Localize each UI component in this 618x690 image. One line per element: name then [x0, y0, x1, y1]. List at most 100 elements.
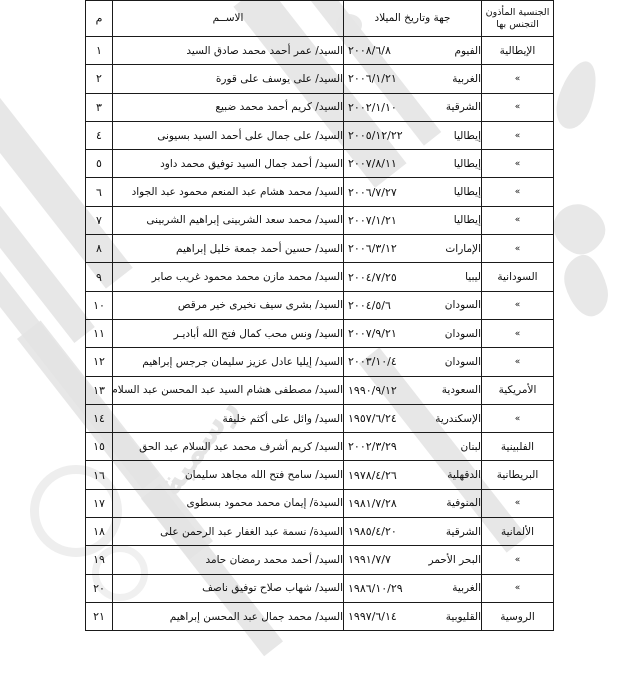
cell-name: السيد/ سامح فتح الله مجاهد سليمان — [112, 460, 344, 490]
cell-name: السيد/ محمد مازن محمد محمود غريب صابر — [112, 262, 344, 292]
birth-date: ٢٠٠٦/٣/١٢ — [348, 242, 397, 256]
birth-date: ٢٠٠٦/١/٢١ — [348, 72, 397, 86]
table-row: البريطانية الدقهلية ١٩٧٨/٤/٢٦ السيد/ سامح ف… — [85, 460, 554, 490]
table-row: الروسية القليوبية ١٩٩٧/٦/١٤ السيد/ محمد جما… — [85, 601, 554, 632]
birth-inner: إيطاليا ٢٠٠٦/٧/٢٧ — [344, 186, 481, 199]
birth-date: ٢٠٠٢/٣/٢٩ — [348, 440, 397, 454]
cell-birth: ليبيا ٢٠٠٤/٧/٢٥ — [343, 262, 482, 292]
cell-nationality: البريطانية — [481, 460, 554, 490]
cell-birth: الدقهلية ١٩٧٨/٤/٢٦ — [343, 460, 482, 490]
birth-place: لبنان — [460, 440, 481, 453]
birth-place: الدقهلية — [447, 469, 481, 482]
cell-name: السيد/ على يوسف على قورة — [112, 64, 344, 94]
birth-place: الشرقية — [445, 525, 481, 538]
table-header-row: الجنسية المأذون التجنس بها جهة وتاريخ ال… — [85, 0, 554, 37]
cell-number: ٥ — [85, 149, 113, 179]
birth-place: السودان — [444, 299, 481, 312]
cell-name: السيدة/ نسمة عبد الغفار عبد الرحمن على — [112, 517, 344, 547]
birth-place: إيطاليا — [453, 214, 481, 227]
cell-nationality: » — [481, 347, 554, 377]
birth-date: ١٩٩٠/٩/١٢ — [348, 383, 397, 397]
birth-place: السعودية — [441, 384, 481, 397]
table-row: الفلبينية لبنان ٢٠٠٢/٣/٢٩ السيد/ كريم أشرف … — [85, 432, 554, 462]
cell-name: السيد/ مصطفى هشام السيد عبد المحسن عبد ا… — [111, 375, 344, 405]
cell-birth: السعودية ١٩٩٠/٩/١٢ — [343, 375, 482, 405]
column-header-birth: جهة وتاريخ الميلاد — [343, 0, 482, 37]
birth-place: إيطاليا — [453, 186, 481, 199]
table-row: » السودان ٢٠٠٧/٩/٢١ السيد/ ونس محب كمال فتح… — [85, 318, 554, 349]
birth-date: ٢٠٠٥/١٢/٢٢ — [348, 129, 403, 143]
birth-place: إيطاليا — [453, 129, 481, 142]
column-header-nationality: الجنسية المأذون التجنس بها — [481, 0, 554, 37]
table-row: » الشرقية ٢٠٠٢/١/١٠ السيد/ كريم أحمد محمد ض… — [85, 92, 554, 122]
cell-name: السيد/ كريم أشرف محمد عبد السلام عبد الح… — [112, 432, 344, 462]
birth-place: الإمارات — [445, 242, 481, 255]
watermark-blob — [550, 56, 604, 134]
cell-name: السيد/ بشرى سيف نخيرى خير مرقص — [112, 290, 344, 320]
cell-name: السيد/ حسين أحمد جمعة خليل إبراهيم — [112, 234, 344, 264]
cell-nationality: » — [481, 545, 554, 575]
table-row: » السودان ٢٠٠٤/٥/٦ السيد/ بشرى سيف نخيرى خي… — [85, 290, 554, 320]
cell-number: ١٨ — [85, 517, 113, 547]
registry-table-container: الجنسية المأذون التجنس بها جهة وتاريخ ال… — [85, 0, 554, 632]
birth-inner: لبنان ٢٠٠٢/٣/٢٩ — [344, 440, 481, 453]
birth-inner: الإسكندرية ١٩٥٧/٦/٢٤ — [344, 412, 481, 425]
cell-birth: الإسكندرية ١٩٥٧/٦/٢٤ — [343, 403, 482, 434]
cell-number: ١ — [85, 35, 113, 66]
birth-inner: البحر الأحمر ١٩٩١/٧/٧ — [344, 553, 481, 566]
table-row: » الغربية ٢٠٠٦/١/٢١ السيد/ على يوسف على قور… — [85, 64, 554, 94]
birth-date: ١٩٩٧/٦/١٤ — [348, 610, 397, 624]
cell-birth: لبنان ٢٠٠٢/٣/٢٩ — [343, 432, 482, 462]
cell-birth: السودان ٢٠٠٤/٥/٦ — [343, 290, 482, 320]
cell-name: السيد/ وائل على أكثم خليفة — [112, 403, 344, 434]
cell-nationality: » — [481, 234, 554, 264]
cell-nationality: » — [481, 403, 554, 434]
cell-nationality: السودانية — [481, 262, 554, 292]
table-row: » إيطاليا ٢٠٠٦/٧/٢٧ السيد/ محمد هشام عبد ال… — [85, 177, 554, 207]
cell-nationality: » — [481, 573, 554, 603]
birth-inner: المنوفية ١٩٨١/٧/٢٨ — [344, 497, 481, 510]
watermark-text: مصر — [600, 41, 618, 142]
cell-name: السيد/ محمد هشام عبد المنعم محمود عبد ال… — [112, 177, 344, 207]
cell-birth: البحر الأحمر ١٩٩١/٧/٧ — [343, 545, 482, 575]
table-row: » البحر الأحمر ١٩٩١/٧/٧ السيد/ أحمد محمد رم… — [85, 545, 554, 575]
birth-date: ٢٠٠٨/٦/٨ — [348, 44, 391, 58]
birth-date: ٢٠٠٢/١/١٠ — [348, 100, 397, 114]
cell-birth: إيطاليا ٢٠٠٥/١٢/٢٢ — [343, 120, 482, 151]
birth-inner: إيطاليا ٢٠٠٥/١٢/٢٢ — [344, 129, 481, 142]
birth-place: المنوفية — [446, 497, 481, 510]
cell-number: ٤ — [85, 120, 113, 151]
birth-date: ١٩٨١/٧/٢٨ — [348, 496, 397, 510]
cell-birth: الإمارات ٢٠٠٦/٣/١٢ — [343, 234, 482, 264]
birth-inner: السودان ٢٠٠٤/٥/٦ — [344, 299, 481, 312]
birth-date: ٢٠٠٣/١٠/٤ — [348, 355, 397, 369]
cell-name: السيد/ محمد سعد الشربينى إبراهيم الشربين… — [112, 205, 344, 236]
cell-nationality: الأمريكية — [481, 375, 554, 405]
registry-table: الجنسية المأذون التجنس بها جهة وتاريخ ال… — [85, 0, 554, 632]
table-row: » إيطاليا ٢٠٠٧/٨/١١ السيد/ أحمد جمال السيد … — [85, 149, 554, 179]
table-row: » الإمارات ٢٠٠٦/٣/١٢ السيد/ حسين أحمد جمعة … — [85, 234, 554, 264]
birth-inner: الدقهلية ١٩٧٨/٤/٢٦ — [344, 469, 481, 482]
table-row: » إيطاليا ٢٠٠٧/١/٢١ السيد/ محمد سعد الشربين… — [85, 205, 554, 236]
table-row: » إيطاليا ٢٠٠٥/١٢/٢٢ السيد/ على جمال على أح… — [85, 120, 554, 151]
cell-birth: الشرقية ٢٠٠٢/١/١٠ — [343, 92, 482, 122]
cell-nationality: » — [481, 290, 554, 320]
birth-inner: الفيوم ٢٠٠٨/٦/٨ — [344, 44, 481, 57]
cell-name: السيد/ كريم أحمد محمد ضبيع — [112, 92, 344, 122]
birth-date: ٢٠٠٧/٩/٢١ — [348, 327, 397, 341]
birth-inner: السودان ٢٠٠٧/٩/٢١ — [344, 327, 481, 340]
cell-number: ٢١ — [85, 601, 113, 632]
cell-birth: الغربية ٢٠٠٦/١/٢١ — [343, 64, 482, 94]
cell-nationality: » — [481, 488, 554, 519]
watermark-blob — [545, 196, 613, 262]
birth-inner: ليبيا ٢٠٠٤/٧/٢٥ — [344, 271, 481, 284]
column-header-name: الاســم — [112, 0, 344, 37]
table-row: الألمانية الشرقية ١٩٨٥/٤/٢٠ السيدة/ نسمة عب… — [85, 517, 554, 547]
cell-name: السيد/ أحمد محمد رمضان حامد — [112, 545, 344, 575]
table-row: الإيطالية الفيوم ٢٠٠٨/٦/٨ السيد/ عمر أحمد م… — [85, 35, 554, 66]
cell-name: السيدة/ إيمان محمد محمود بسطوى — [112, 488, 344, 519]
cell-nationality: » — [481, 318, 554, 349]
cell-nationality: » — [481, 205, 554, 236]
table-row: » السودان ٢٠٠٣/١٠/٤ السيد/ إيليا عادل عزيز … — [85, 347, 554, 377]
